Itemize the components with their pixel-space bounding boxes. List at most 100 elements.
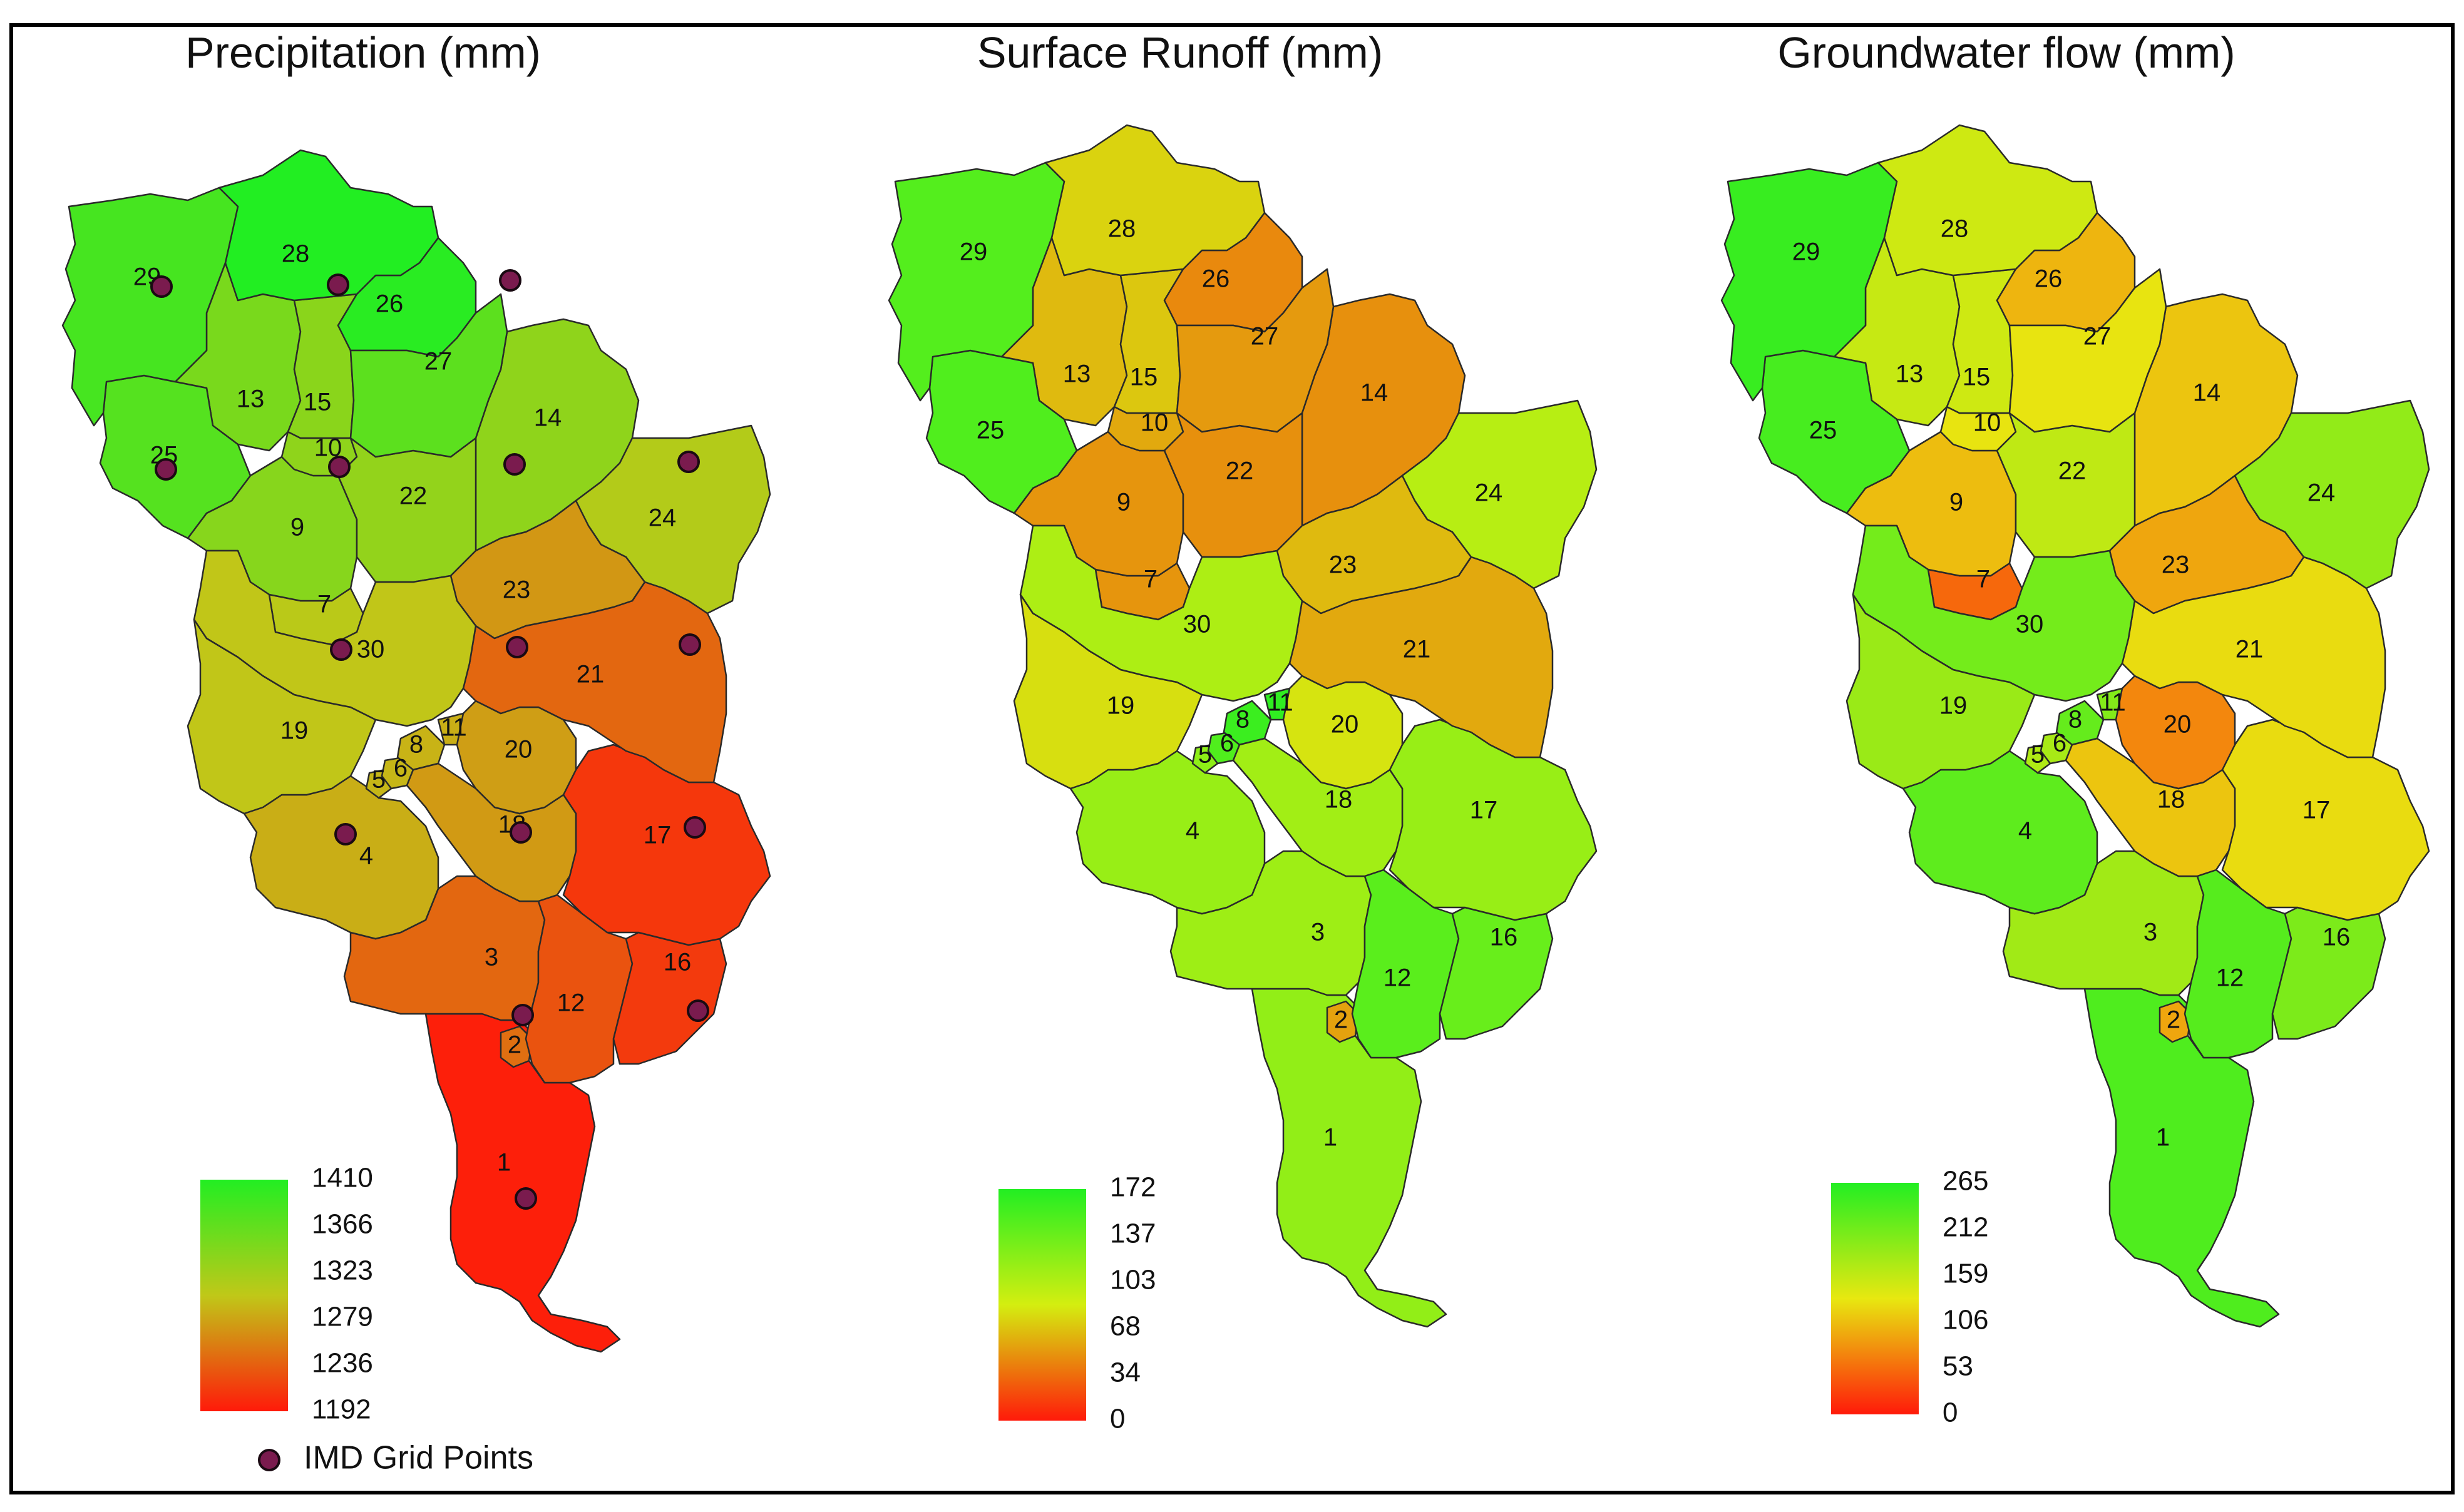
legend-groundwater-flow: 265 212 159 106 53 0	[1831, 1166, 1988, 1428]
subbasin-label: 16	[1490, 924, 1518, 951]
legend-tick-label: 137	[1110, 1218, 1156, 1249]
grid-points	[150, 269, 709, 1210]
subbasin-label: 23	[2162, 551, 2190, 579]
subbasin-label: 1	[2156, 1124, 2170, 1152]
subbasin-label: 4	[359, 842, 373, 870]
subbasin-label: 3	[2143, 919, 2157, 946]
subbasin-27	[349, 293, 508, 458]
subbasin-label: 27	[424, 348, 453, 375]
legend-tick-label: 53	[1943, 1351, 1973, 1382]
legend-tick-label: 159	[1943, 1259, 1988, 1289]
subbasin-label: 12	[557, 989, 585, 1017]
subbasin-label: 7	[1144, 566, 1158, 593]
subbasin-label: 2	[508, 1031, 521, 1059]
subbasin-label: 17	[1470, 797, 1498, 824]
figure-frame	[9, 23, 2455, 1494]
subbasin-label: 9	[1117, 489, 1131, 516]
legend-surface-runoff: 172 137 103 68 34 0	[998, 1172, 1156, 1434]
subbasin-22	[1996, 412, 2136, 558]
subbasin-28	[1044, 124, 1266, 277]
grid-point	[334, 823, 357, 845]
grid-point	[150, 275, 173, 298]
subbasin-24	[2234, 399, 2430, 590]
subbasin-label: 30	[2016, 611, 2044, 638]
subbasin-12	[1351, 869, 1460, 1059]
subbasin-22	[337, 437, 477, 583]
subbasin-label: 30	[357, 636, 385, 663]
grid-point	[515, 1187, 537, 1210]
subbasin-label: 19	[1107, 692, 1135, 720]
subbasin-29	[61, 186, 239, 427]
subbasin-label: 17	[644, 822, 672, 849]
subbasin-label: 3	[1311, 919, 1325, 946]
subbasin-label: 13	[237, 386, 265, 413]
subbasin-label: 15	[1130, 364, 1158, 391]
subbasin-label: 18	[2157, 786, 2185, 814]
subbasin-label: 26	[376, 290, 404, 318]
subbasin-2	[2159, 1000, 2192, 1043]
legend-color-bar	[1831, 1183, 1919, 1414]
subbasin-label: 26	[1202, 265, 1230, 293]
subbasin-label: 28	[1941, 215, 1969, 243]
subbasin-label: 27	[2083, 323, 2112, 350]
subbasin-label: 24	[649, 504, 677, 532]
legend-tick-label: 106	[1943, 1305, 1988, 1336]
subbasin-2	[1326, 1000, 1360, 1043]
subbasin-label: 7	[317, 591, 331, 618]
subbasin-label: 14	[2193, 379, 2221, 407]
subbasin-label: 22	[2058, 457, 2087, 485]
subbasin-label: 28	[282, 240, 310, 268]
grid-point	[499, 269, 521, 292]
subbasin-label: 5	[2031, 741, 2045, 769]
subbasin-label: 8	[1236, 706, 1250, 733]
subbasin-label: 20	[2164, 711, 2192, 738]
legend-tick-label: 1323	[312, 1255, 373, 1286]
subbasin-label: 11	[441, 714, 467, 742]
subbasin-label: 9	[1949, 489, 1963, 516]
subbasin-label: 4	[1186, 817, 1199, 845]
legend-tick-label: 0	[1110, 1404, 1125, 1434]
subbasin-label: 18	[1325, 786, 1353, 814]
subbasin-label: 29	[960, 238, 988, 266]
subbasin-label: 22	[1226, 457, 1254, 485]
subbasin-label: 13	[1896, 360, 1924, 388]
subbasin-label: 27	[1251, 323, 1279, 350]
legend-tick-label: 1366	[312, 1209, 373, 1240]
grid-point	[328, 456, 351, 478]
grid-point	[510, 821, 532, 844]
legend-tick-label: 68	[1110, 1311, 1141, 1342]
grid-point	[327, 273, 349, 296]
subbasin-label: 8	[409, 731, 423, 759]
subbasin-label: 16	[2323, 924, 2351, 951]
subbasin-label: 24	[1475, 479, 1503, 507]
subbasin-label: 2	[1334, 1006, 1348, 1034]
legend-precipitation: 1410 1366 1323 1279 1236 1192	[200, 1163, 373, 1425]
subbasin-label: 23	[1329, 551, 1357, 579]
subbasin-label: 6	[1220, 730, 1234, 757]
subbasin-label: 24	[2307, 479, 2336, 507]
subbasin-label: 25	[977, 417, 1005, 444]
subbasin-30	[1019, 524, 1303, 702]
subbasin-label: 13	[1063, 360, 1091, 388]
grid-point	[155, 458, 177, 481]
subbasin-label: 1	[1323, 1124, 1337, 1152]
subbasin-30	[193, 549, 477, 727]
subbasin-2	[500, 1025, 533, 1068]
subbasin-28	[218, 149, 439, 302]
subbasin-label: 16	[664, 949, 692, 976]
legend-tick-label: 1236	[312, 1348, 373, 1379]
subbasin-label: 15	[1963, 364, 1991, 391]
subbasin-27	[1176, 268, 1335, 433]
subbasin-label: 11	[1267, 689, 1293, 717]
panel-title-groundwater-flow: Groundwater flow (mm)	[1777, 28, 2235, 77]
legend-color-bar	[998, 1189, 1086, 1421]
grid-point	[679, 633, 701, 656]
subbasin-27	[2008, 268, 2167, 433]
subbasin-22	[1163, 412, 1303, 558]
subbasin-label: 20	[505, 736, 533, 764]
subbasin-label: 23	[503, 576, 531, 604]
subbasin-12	[525, 894, 634, 1084]
